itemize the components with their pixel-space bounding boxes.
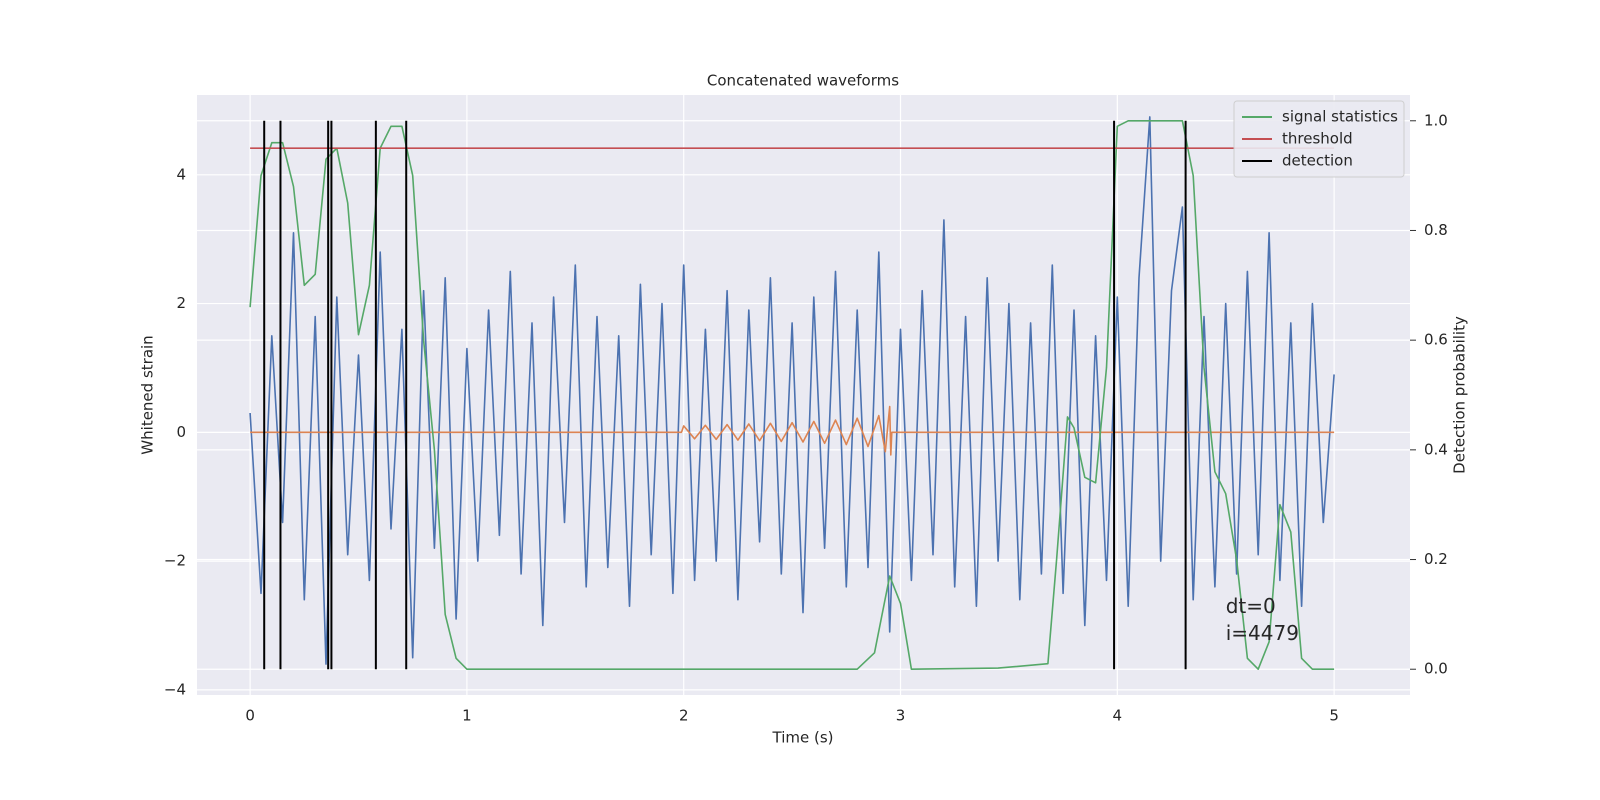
y2-tick-label: 0.8 — [1424, 221, 1448, 239]
y-tick-label: 0 — [176, 423, 186, 441]
legend-label: signal statistics — [1282, 108, 1398, 126]
legend-label: detection — [1282, 152, 1353, 170]
series-line — [250, 405, 1335, 456]
y2-axis-label: Detection probability — [1451, 316, 1469, 474]
x-tick-label: 4 — [1113, 707, 1123, 725]
series-line — [249, 116, 1335, 665]
annotation: i=4479 — [1226, 621, 1299, 645]
annotation: dt=0 — [1226, 594, 1276, 618]
x-tick-label: 2 — [679, 707, 689, 725]
y-axis-label: Whitened strain — [139, 335, 157, 454]
series-line — [249, 120, 1335, 670]
x-tick-label: 5 — [1329, 707, 1339, 725]
y-tick-label: −4 — [164, 680, 186, 698]
x-tick-label: 1 — [462, 707, 472, 725]
y2-tick-label: 0.2 — [1424, 550, 1448, 568]
x-tick-label: 0 — [245, 707, 255, 725]
y2-tick-label: 1.0 — [1424, 111, 1448, 129]
y-tick-label: −2 — [164, 552, 186, 570]
y2-tick-label: 0.0 — [1424, 660, 1448, 678]
x-tick-label: 3 — [896, 707, 906, 725]
y-tick-label: 4 — [176, 165, 186, 183]
chart-title: Concatenated waveforms — [707, 72, 899, 90]
y2-tick-label: 0.6 — [1424, 331, 1448, 349]
x-axis-label: Time (s) — [772, 729, 834, 747]
y-tick-label: 2 — [176, 294, 186, 312]
legend-label: threshold — [1282, 130, 1353, 148]
legend-box — [1233, 100, 1405, 178]
y2-tick-label: 0.4 — [1424, 440, 1448, 458]
